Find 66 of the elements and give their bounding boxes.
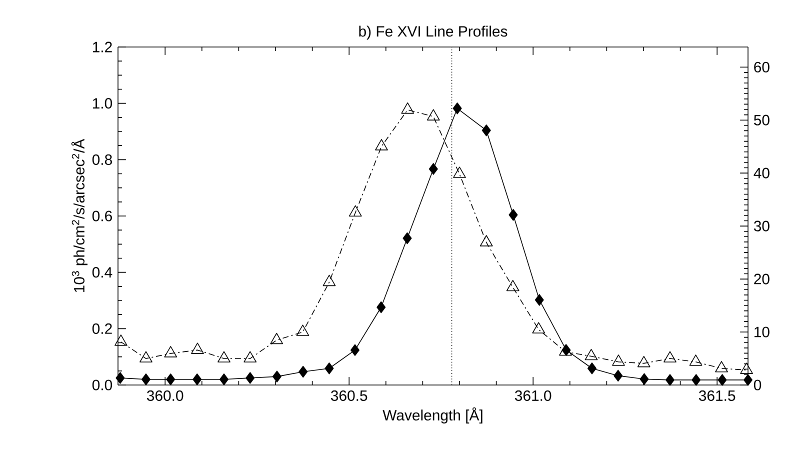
x-tick-label: 361.0: [514, 390, 552, 401]
y-tick-label: 0.4: [92, 267, 112, 278]
point: [218, 351, 230, 362]
point: [244, 351, 257, 362]
point: [166, 373, 176, 386]
y-tick-label: 0.6: [92, 210, 112, 222]
y-tick-label: 0.0: [92, 380, 112, 390]
point: [453, 166, 466, 178]
point: [322, 274, 336, 286]
point: [350, 344, 360, 356]
point: [506, 280, 520, 292]
point: [116, 372, 125, 384]
point: [692, 374, 701, 386]
point: [376, 301, 386, 314]
point: [480, 235, 493, 246]
x-tick-label: 360.0: [146, 390, 184, 401]
point: [718, 374, 727, 386]
y2-tick-label: 40: [754, 168, 770, 178]
point: [375, 139, 388, 150]
point: [689, 354, 702, 366]
point: [114, 334, 128, 346]
x-tick-label: 360.5: [330, 390, 368, 401]
point: [191, 342, 204, 354]
y2-tick-label: 10: [754, 326, 770, 338]
point: [534, 294, 544, 306]
x-axis-title: Wavelength [Å]: [382, 407, 482, 424]
point: [740, 362, 753, 374]
point: [298, 366, 308, 378]
point: [587, 362, 596, 374]
y2-tick-label: 20: [754, 274, 770, 284]
point: [640, 373, 649, 385]
point: [637, 356, 650, 368]
point: [140, 351, 152, 362]
chart-title: b) Fe XVI Line Profiles: [359, 26, 508, 40]
point: [164, 346, 178, 358]
point: [401, 102, 414, 114]
y-tick-label: 1.2: [92, 42, 112, 52]
point: [508, 208, 518, 221]
point: [532, 322, 546, 334]
y2-tick-label: 0: [754, 380, 762, 390]
y-tick-label: 0.2: [92, 323, 112, 334]
point: [296, 324, 310, 336]
point: [426, 109, 440, 120]
point: [402, 232, 412, 244]
y-tick-label: 0.8: [92, 154, 112, 165]
x-tick-label: 361.5: [698, 390, 736, 401]
y2-tick-label: 30: [754, 220, 770, 232]
point: [192, 373, 202, 386]
point: [559, 344, 572, 356]
point: [141, 373, 150, 386]
point: [584, 348, 598, 360]
point: [246, 372, 255, 384]
point: [614, 370, 623, 382]
point: [270, 332, 284, 344]
point: [272, 370, 282, 382]
y-tick-label: 1.0: [92, 98, 112, 109]
y2-tick-label: 50: [754, 114, 770, 126]
y-axis-title: 10$^{3}$ ph/cm$^{2}$/s/arcsec$^{2}$/Å: [71, 138, 88, 292]
point: [665, 374, 674, 386]
point: [324, 362, 334, 374]
y2-tick-label: 60: [754, 62, 770, 72]
point: [219, 373, 228, 386]
point: [348, 205, 362, 217]
point: [664, 351, 676, 362]
point: [612, 354, 625, 366]
point: [715, 361, 728, 372]
